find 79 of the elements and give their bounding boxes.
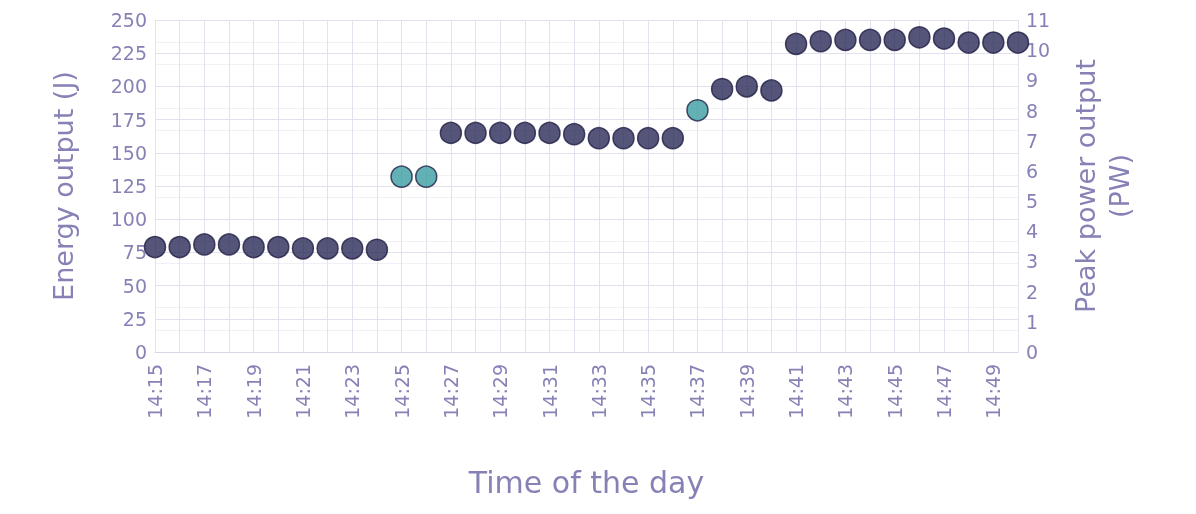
point: [365, 238, 389, 261]
point: [242, 235, 265, 259]
y2-tick-label: 7: [1026, 129, 1039, 152]
point: [1006, 31, 1030, 54]
y-tick-label: 100: [110, 208, 147, 231]
y-tick-label: 25: [122, 307, 147, 330]
y-axis-title: Energy output (J): [47, 71, 79, 301]
point: [883, 28, 906, 52]
point: [686, 99, 709, 122]
point: [464, 121, 487, 145]
y2-tick-label: 2: [1026, 280, 1039, 303]
x-tick-label: 14:21: [291, 364, 314, 419]
point: [636, 126, 660, 150]
y2-tick-label: 5: [1026, 190, 1039, 213]
y2-tick-label: 0: [1026, 341, 1039, 363]
point: [538, 121, 561, 145]
point: [587, 126, 611, 150]
x-axis-title: Time of the day: [467, 464, 705, 500]
x-tick-label: 14:39: [735, 364, 758, 419]
point: [809, 30, 832, 53]
x-tick-label: 14:49: [982, 364, 1005, 419]
x-tick-label: 14:23: [341, 364, 364, 419]
x-tick-label: 14:19: [242, 364, 265, 419]
x-tick-label: 14:43: [834, 364, 857, 419]
point: [982, 31, 1005, 54]
x-tick-label: 14:37: [686, 364, 709, 419]
y2-tick-label: 6: [1026, 159, 1039, 182]
y2-tick-label: 1: [1026, 310, 1039, 333]
point: [735, 75, 759, 98]
y-tick-label: 75: [122, 241, 147, 264]
point: [760, 79, 783, 102]
y2-tick-label: 3: [1026, 250, 1039, 273]
point: [834, 28, 857, 52]
y2-tick-label: 4: [1026, 220, 1039, 243]
point: [784, 32, 808, 56]
y2-axis-title: Peak power output (PW): [1069, 59, 1135, 313]
y-tick-label: 125: [110, 175, 147, 197]
y-tick-label: 0: [134, 341, 147, 363]
x-tick-label: 14:27: [439, 364, 462, 419]
point: [291, 237, 315, 260]
y-tick-label: 50: [122, 274, 147, 297]
point: [661, 126, 685, 150]
point: [316, 237, 339, 260]
point: [858, 28, 882, 52]
point: [217, 233, 241, 256]
y-tick-label: 150: [110, 141, 147, 164]
point: [193, 233, 216, 256]
x-tick-label: 14:45: [883, 364, 906, 419]
point: [932, 27, 956, 50]
x-tick-label: 14:31: [538, 364, 561, 419]
x-tick-label: 14:47: [933, 364, 956, 419]
y-tick-label: 200: [110, 75, 147, 98]
x-tick-label: 14:33: [587, 364, 610, 419]
point: [562, 122, 586, 146]
x-tick-label: 14:41: [785, 364, 808, 419]
point: [267, 235, 290, 259]
point: [390, 165, 413, 188]
y2-tick-label: 9: [1026, 69, 1039, 92]
point: [612, 126, 635, 150]
point: [710, 77, 734, 101]
y2-tick-label: 8: [1026, 99, 1039, 122]
x-tick-label: 14:17: [193, 364, 216, 419]
y-tick-label: 175: [110, 108, 147, 131]
point: [957, 31, 980, 54]
point: [168, 235, 191, 259]
point: [908, 26, 931, 49]
point: [439, 121, 463, 145]
y2-tick-label: 11: [1026, 9, 1051, 31]
point: [415, 165, 438, 188]
x-tick-label: 14:25: [390, 364, 413, 419]
point: [488, 121, 512, 145]
x-tick-label: 14:35: [637, 364, 660, 419]
y-tick-label: 250: [110, 9, 147, 31]
point: [513, 121, 537, 145]
y2-tick-label: 10: [1026, 39, 1051, 62]
point: [341, 237, 364, 260]
x-tick-label: 14:15: [144, 364, 166, 419]
x-tick-label: 14:29: [489, 364, 512, 419]
y-tick-label: 225: [110, 42, 147, 65]
